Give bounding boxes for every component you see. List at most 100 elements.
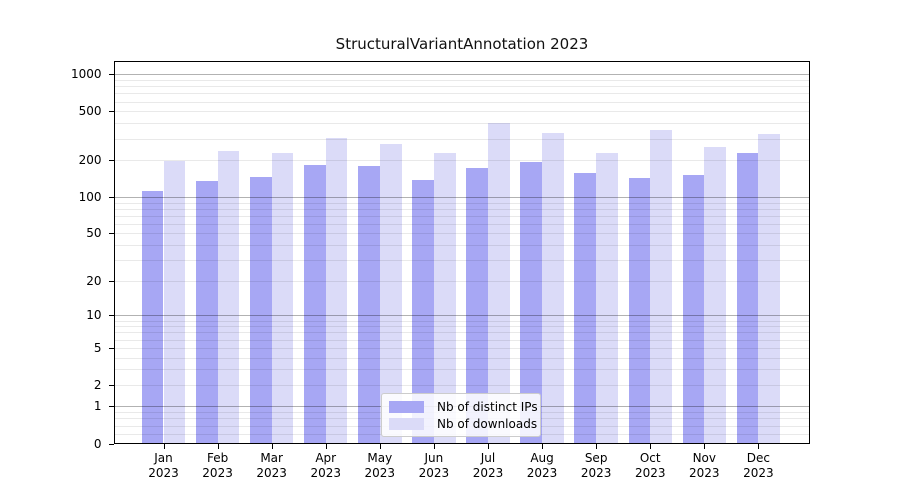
bar-distinct-ips-mar bbox=[249, 176, 272, 444]
x-tick-nov bbox=[704, 443, 706, 449]
y-tick-20 bbox=[108, 280, 114, 282]
gridline-minor-2 bbox=[114, 384, 809, 386]
bar-distinct-ips-jan bbox=[141, 190, 164, 444]
bar-downloads-feb bbox=[217, 150, 240, 444]
bar-distinct-ips-nov bbox=[682, 175, 705, 444]
y-tick-50 bbox=[108, 233, 114, 235]
bar-downloads-dec bbox=[758, 134, 781, 444]
x-tick-label-jul: Jul 2023 bbox=[472, 450, 504, 480]
gridline-minor-6 bbox=[114, 339, 809, 341]
bar-downloads-oct bbox=[650, 130, 672, 444]
x-tick-jun bbox=[433, 443, 435, 449]
x-tick-label-aug: Aug 2023 bbox=[526, 450, 558, 480]
gridline-minor-3 bbox=[114, 369, 809, 371]
bar-downloads-apr bbox=[325, 137, 348, 444]
x-tick-label-jun: Jun 2023 bbox=[418, 450, 450, 480]
gridline-minor-40 bbox=[114, 245, 809, 247]
bar-distinct-ips-jul bbox=[466, 168, 488, 444]
gridline-minor-300 bbox=[114, 138, 809, 140]
gridline-minor-20 bbox=[114, 280, 809, 282]
y-tick-label-500: 500 bbox=[78, 104, 102, 119]
bar-downloads-aug bbox=[542, 132, 564, 444]
gridline-minor-70 bbox=[114, 215, 809, 217]
y-tick-2 bbox=[108, 384, 114, 386]
gridline-minor-200 bbox=[114, 160, 809, 162]
x-tick-label-apr: Apr 2023 bbox=[310, 450, 341, 480]
x-tick-oct bbox=[650, 443, 652, 449]
x-tick-apr bbox=[325, 443, 327, 449]
y-tick-label-20: 20 bbox=[86, 273, 102, 288]
x-tick-jul bbox=[487, 443, 489, 449]
x-tick-feb bbox=[217, 443, 219, 449]
gridline-minor-8 bbox=[114, 326, 809, 328]
y-tick-label-5: 5 bbox=[93, 340, 102, 355]
y-tick-label-2: 2 bbox=[93, 377, 102, 392]
bar-downloads-jan bbox=[163, 161, 186, 444]
x-tick-label-feb: Feb 2023 bbox=[202, 450, 233, 480]
legend-swatch-distinct-ips bbox=[389, 400, 424, 413]
bar-distinct-ips-aug bbox=[520, 162, 543, 444]
y-tick-5 bbox=[108, 347, 114, 349]
x-tick-sep bbox=[596, 443, 598, 449]
bar-distinct-ips-jun bbox=[412, 180, 434, 444]
chart-title: StructuralVariantAnnotation 2023 bbox=[335, 35, 589, 53]
legend-item-distinct-ips: Nb of distinct IPs bbox=[389, 400, 538, 414]
y-tick-10 bbox=[108, 315, 114, 317]
bar-downloads-jul bbox=[487, 122, 510, 444]
y-tick-0 bbox=[108, 443, 114, 445]
x-tick-label-nov: Nov 2023 bbox=[689, 450, 720, 480]
legend: Nb of distinct IPs Nb of downloads bbox=[381, 393, 541, 437]
bar-downloads-jun bbox=[433, 153, 456, 444]
y-tick-label-200: 200 bbox=[78, 153, 102, 168]
bar-distinct-ips-feb bbox=[195, 180, 218, 444]
y-tick-label-100: 100 bbox=[78, 189, 102, 204]
gridline-minor-80 bbox=[114, 208, 809, 210]
gridline-minor-90 bbox=[114, 202, 809, 204]
x-tick-label-oct: Oct 2023 bbox=[634, 450, 666, 480]
gridline-minor-7 bbox=[114, 332, 809, 334]
x-tick-may bbox=[379, 443, 381, 449]
y-tick-label-0: 0 bbox=[93, 436, 102, 451]
gridline-minor-60 bbox=[114, 223, 809, 225]
gridline-minor-900 bbox=[114, 80, 809, 82]
x-tick-label-dec: Dec 2023 bbox=[743, 450, 774, 480]
legend-item-downloads: Nb of downloads bbox=[389, 417, 537, 431]
x-tick-label-mar: Mar 2023 bbox=[256, 450, 287, 480]
bar-distinct-ips-may bbox=[358, 166, 380, 444]
legend-label-distinct-ips: Nb of distinct IPs bbox=[437, 399, 538, 414]
y-tick-label-50: 50 bbox=[86, 226, 102, 241]
x-tick-dec bbox=[758, 443, 760, 449]
legend-label-downloads: Nb of downloads bbox=[437, 416, 538, 431]
y-tick-1 bbox=[108, 406, 114, 408]
y-tick-label-1: 1 bbox=[93, 399, 102, 414]
x-tick-mar bbox=[271, 443, 273, 449]
gridline-minor-500 bbox=[114, 111, 809, 113]
bar-downloads-mar bbox=[271, 152, 294, 444]
y-tick-label-10: 10 bbox=[86, 308, 102, 323]
gridline-minor-4 bbox=[114, 357, 809, 359]
bar-downloads-sep bbox=[596, 152, 618, 444]
bar-distinct-ips-apr bbox=[304, 164, 326, 444]
x-tick-label-jan: Jan 2023 bbox=[148, 450, 179, 480]
bar-distinct-ips-oct bbox=[628, 178, 651, 444]
bar-distinct-ips-dec bbox=[736, 153, 759, 444]
gridline-minor-9 bbox=[114, 320, 809, 322]
legend-swatch-downloads bbox=[389, 417, 424, 430]
x-tick-label-sep: Sep 2023 bbox=[580, 450, 612, 480]
x-tick-aug bbox=[542, 443, 544, 449]
y-tick-200 bbox=[108, 160, 114, 162]
gridline-minor-600 bbox=[114, 101, 809, 103]
gridline-minor-700 bbox=[114, 93, 809, 95]
bar-downloads-may bbox=[379, 144, 402, 444]
gridline-major-1000 bbox=[114, 74, 809, 76]
bar-distinct-ips-sep bbox=[574, 173, 597, 444]
y-tick-100 bbox=[108, 196, 114, 198]
y-tick-1000 bbox=[108, 74, 114, 76]
gridline-minor-400 bbox=[114, 123, 809, 125]
gridline-minor-800 bbox=[114, 86, 809, 88]
gridline-minor-30 bbox=[114, 260, 809, 262]
gridline-major-10 bbox=[114, 315, 809, 317]
x-tick-jan bbox=[163, 443, 165, 449]
gridline-minor-50 bbox=[114, 233, 809, 235]
